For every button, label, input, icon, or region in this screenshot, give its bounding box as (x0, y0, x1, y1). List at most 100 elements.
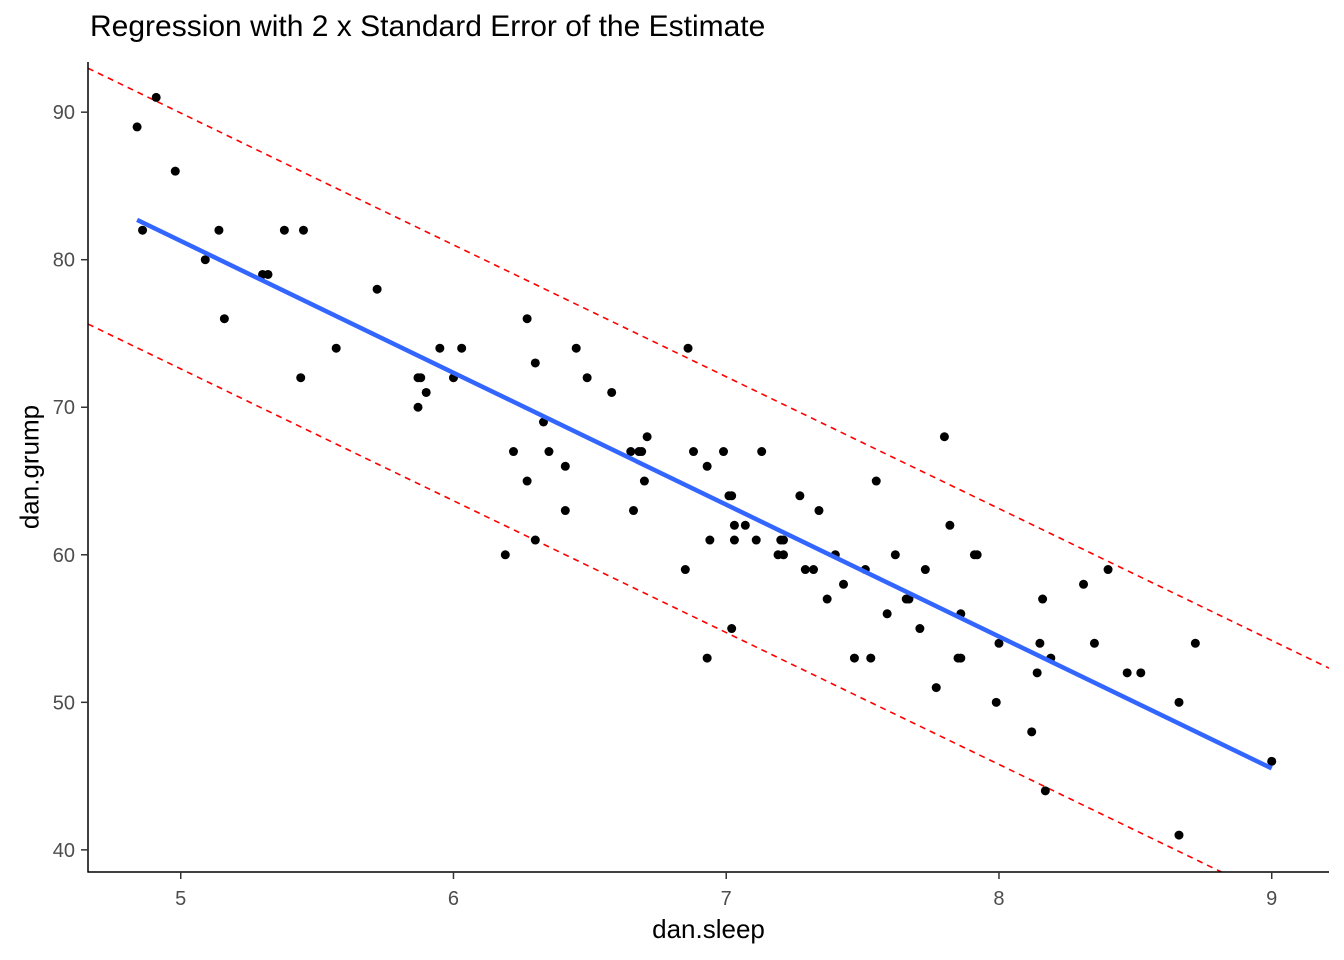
data-point (839, 579, 849, 589)
data-point (296, 373, 306, 383)
data-point (544, 447, 554, 457)
data-point (263, 269, 273, 279)
data-point (560, 506, 570, 516)
chart-title: Regression with 2 x Standard Error of th… (90, 10, 766, 43)
x-tick-label: 7 (721, 888, 732, 910)
data-point (1103, 565, 1113, 575)
data-point (956, 653, 966, 663)
data-point (1038, 594, 1048, 604)
data-point (882, 609, 892, 619)
data-point (915, 624, 925, 634)
data-point (607, 387, 617, 397)
points-group (132, 92, 1277, 840)
lower-se-line (88, 323, 1224, 872)
y-tick-label: 90 (53, 102, 75, 124)
data-point (945, 520, 955, 530)
data-point (1027, 727, 1037, 737)
data-point (214, 225, 224, 235)
data-point (522, 476, 532, 486)
data-point (866, 653, 876, 663)
data-point (331, 343, 341, 353)
data-point (560, 461, 570, 471)
data-point (779, 535, 789, 545)
data-point (702, 653, 712, 663)
data-point (637, 447, 647, 457)
data-point (639, 476, 649, 486)
data-point (1174, 697, 1184, 707)
data-point (729, 535, 739, 545)
data-point (279, 225, 289, 235)
data-point (779, 550, 789, 560)
data-point (800, 565, 810, 575)
data-point (582, 373, 592, 383)
data-point (200, 255, 210, 265)
data-point (413, 402, 423, 412)
data-point (628, 506, 638, 516)
data-point (1136, 668, 1146, 678)
y-tick-label: 40 (53, 840, 75, 862)
data-point (702, 461, 712, 471)
data-point (795, 491, 805, 501)
x-tick-label: 9 (1266, 888, 1277, 910)
data-point (809, 565, 819, 575)
data-point (132, 122, 142, 132)
x-tick-label: 8 (993, 888, 1004, 910)
data-point (1040, 786, 1050, 796)
data-point (705, 535, 715, 545)
data-point (1174, 830, 1184, 840)
data-point (1190, 638, 1200, 648)
data-point (751, 535, 761, 545)
data-point (904, 594, 914, 604)
data-point (683, 343, 693, 353)
data-point (435, 343, 445, 353)
data-point (920, 565, 930, 575)
data-point (530, 535, 540, 545)
data-point (170, 166, 180, 176)
data-point (298, 225, 308, 235)
data-point (642, 432, 652, 442)
data-point (727, 491, 737, 501)
data-point (421, 387, 431, 397)
data-point (849, 653, 859, 663)
data-point (688, 447, 698, 457)
axes-group: 5 6 7 8 9 40 50 60 70 80 90 (53, 62, 1329, 910)
x-tick-label: 6 (448, 888, 459, 910)
data-point (729, 520, 739, 530)
data-point (522, 314, 532, 324)
data-point (871, 476, 881, 486)
y-tick-label: 60 (53, 545, 75, 567)
data-point (994, 638, 1004, 648)
data-point (972, 550, 982, 560)
data-point (939, 432, 949, 442)
data-point (1089, 638, 1099, 648)
data-point (500, 550, 510, 560)
data-point (931, 683, 941, 693)
data-point (626, 447, 636, 457)
data-point (508, 447, 518, 457)
data-point (151, 92, 161, 102)
data-point (571, 343, 581, 353)
data-point (740, 520, 750, 530)
data-point (991, 697, 1001, 707)
data-point (757, 447, 767, 457)
data-point (1122, 668, 1132, 678)
data-point (138, 225, 148, 235)
y-tick-label: 80 (53, 250, 75, 272)
data-point (1079, 579, 1089, 589)
data-point (1032, 668, 1042, 678)
x-tick-label: 5 (175, 888, 186, 910)
data-point (372, 284, 382, 294)
upper-se-line (88, 67, 1329, 669)
data-point (530, 358, 540, 368)
data-point (219, 314, 229, 324)
regression-line (136, 217, 1273, 771)
data-point (719, 447, 729, 457)
y-tick-label: 50 (53, 692, 75, 714)
data-point (727, 624, 737, 634)
x-axis-label: dan.sleep (652, 914, 765, 944)
data-point (416, 373, 426, 383)
data-point (1267, 756, 1277, 766)
data-point (457, 343, 467, 353)
se-lines-group (88, 67, 1329, 872)
